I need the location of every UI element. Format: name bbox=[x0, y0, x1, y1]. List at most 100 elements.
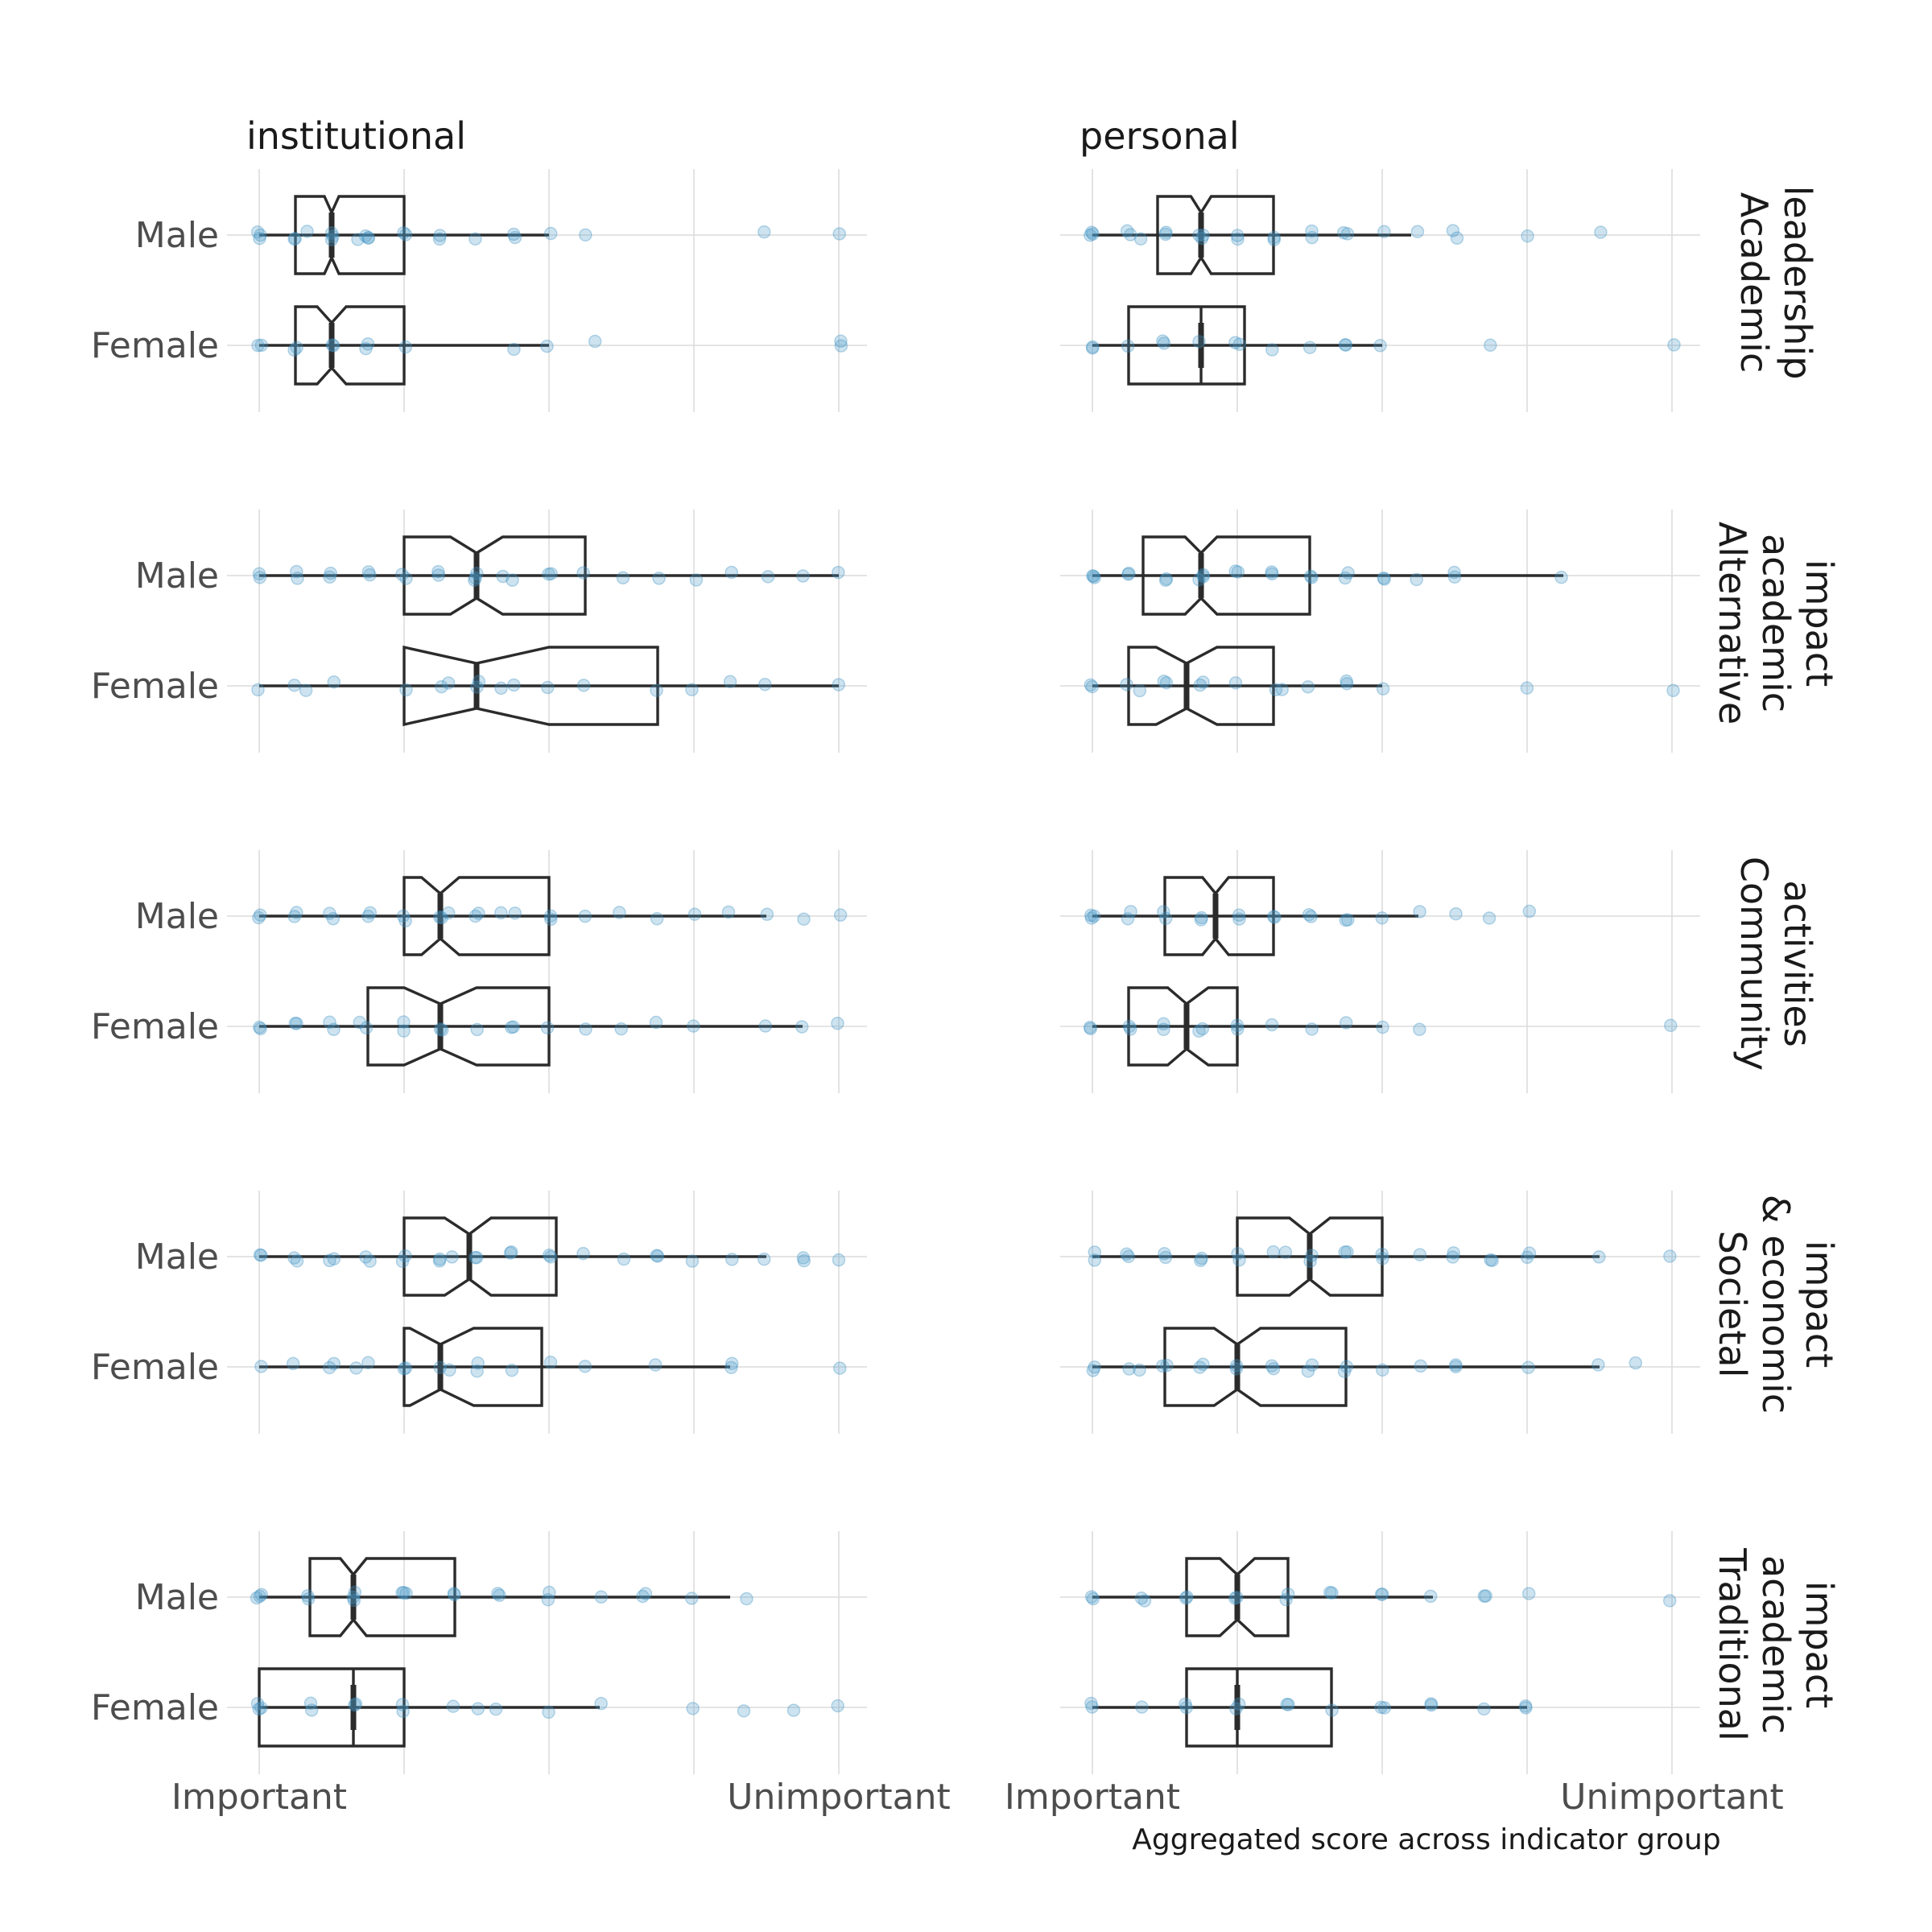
notched-box bbox=[1127, 986, 1239, 1067]
data-point bbox=[327, 675, 341, 689]
data-point bbox=[542, 567, 555, 581]
data-point bbox=[361, 230, 375, 245]
data-point bbox=[363, 1254, 377, 1268]
data-point bbox=[489, 1702, 503, 1716]
labels: institutional personal Aggregated score … bbox=[91, 114, 1841, 1856]
data-point bbox=[1663, 1249, 1677, 1263]
data-point bbox=[1410, 225, 1425, 238]
data-point bbox=[1266, 1245, 1281, 1259]
y-tick-label-male: Male bbox=[135, 1236, 219, 1278]
data-point bbox=[834, 334, 848, 349]
box-female bbox=[1083, 986, 1678, 1067]
box-female bbox=[250, 1667, 844, 1748]
data-point bbox=[471, 1702, 485, 1715]
data-point bbox=[1158, 1250, 1173, 1265]
data-point bbox=[1121, 912, 1135, 926]
data-point bbox=[834, 339, 848, 353]
data-point bbox=[445, 1250, 459, 1264]
data-point bbox=[1484, 338, 1497, 353]
data-point bbox=[504, 1245, 518, 1259]
data-point bbox=[1518, 1699, 1533, 1713]
data-point bbox=[1340, 676, 1354, 691]
data-point bbox=[301, 1589, 315, 1603]
data-point bbox=[252, 567, 266, 581]
data-point bbox=[594, 1696, 608, 1711]
notched-box bbox=[402, 876, 551, 956]
data-point bbox=[1086, 340, 1100, 354]
data-point bbox=[1159, 572, 1174, 586]
data-point bbox=[1302, 341, 1317, 354]
data-points bbox=[1083, 224, 1608, 247]
data-point bbox=[795, 1020, 809, 1034]
data-points bbox=[250, 225, 847, 247]
data-point bbox=[617, 1252, 631, 1266]
data-point bbox=[493, 1588, 506, 1602]
data-point bbox=[469, 232, 482, 246]
data-point bbox=[361, 337, 375, 351]
data-point bbox=[1339, 338, 1353, 352]
data-point bbox=[543, 1585, 556, 1600]
row-strip-label: Societal& economicimpact bbox=[1711, 1195, 1841, 1414]
data-point bbox=[395, 1698, 410, 1711]
data-point bbox=[327, 1252, 341, 1266]
data-point bbox=[254, 1022, 267, 1036]
data-point bbox=[287, 343, 301, 357]
data-point bbox=[361, 909, 375, 923]
data-point bbox=[833, 1361, 847, 1375]
data-point bbox=[347, 1593, 361, 1608]
data-point bbox=[1340, 1245, 1354, 1259]
data-point bbox=[433, 229, 447, 242]
data-point bbox=[1446, 224, 1460, 237]
data-point bbox=[652, 572, 666, 585]
data-point bbox=[1520, 1250, 1534, 1265]
data-point bbox=[395, 1254, 410, 1269]
data-point bbox=[346, 1591, 361, 1604]
data-point bbox=[290, 1017, 303, 1030]
data-point bbox=[433, 1360, 447, 1374]
data-point bbox=[1195, 910, 1208, 925]
data-point bbox=[1230, 1591, 1244, 1604]
data-point bbox=[327, 1022, 341, 1037]
data-point bbox=[613, 906, 626, 919]
data-point bbox=[797, 1253, 811, 1268]
y-tick-label-male: Male bbox=[135, 555, 219, 597]
data-point bbox=[1231, 565, 1245, 579]
data-point bbox=[1085, 679, 1099, 694]
data-point bbox=[254, 1587, 268, 1602]
data-point bbox=[1229, 1362, 1244, 1376]
data-point bbox=[1341, 566, 1355, 580]
data-point bbox=[1088, 571, 1101, 584]
data-point bbox=[1268, 910, 1282, 924]
data-point bbox=[353, 1015, 367, 1030]
data-point bbox=[435, 910, 448, 925]
data-point bbox=[505, 1020, 518, 1034]
data-point bbox=[253, 1589, 266, 1604]
data-point bbox=[685, 683, 699, 697]
data-point bbox=[737, 1704, 751, 1718]
data-points bbox=[253, 1015, 844, 1038]
y-tick-label-female: Female bbox=[91, 666, 219, 707]
data-point bbox=[1340, 227, 1355, 241]
data-point bbox=[650, 1249, 665, 1263]
data-point bbox=[1323, 1585, 1337, 1600]
data-point bbox=[326, 339, 341, 353]
data-points bbox=[1086, 1356, 1643, 1378]
notched-box bbox=[1127, 646, 1275, 726]
data-point bbox=[832, 565, 845, 580]
data-point bbox=[1305, 571, 1319, 584]
data-point bbox=[323, 1253, 336, 1268]
data-point bbox=[433, 1022, 448, 1036]
data-point bbox=[291, 572, 304, 585]
box-male bbox=[250, 195, 847, 275]
data-point bbox=[1192, 572, 1206, 587]
data-point bbox=[757, 1252, 771, 1266]
data-point bbox=[1376, 682, 1390, 696]
data-point bbox=[250, 1591, 264, 1605]
data-point bbox=[1279, 1592, 1293, 1607]
data-point bbox=[398, 340, 413, 354]
data-point bbox=[1265, 567, 1279, 581]
data-point bbox=[1521, 1587, 1536, 1600]
data-point bbox=[1157, 336, 1171, 350]
data-point bbox=[1424, 1698, 1439, 1712]
data-point bbox=[544, 567, 558, 580]
